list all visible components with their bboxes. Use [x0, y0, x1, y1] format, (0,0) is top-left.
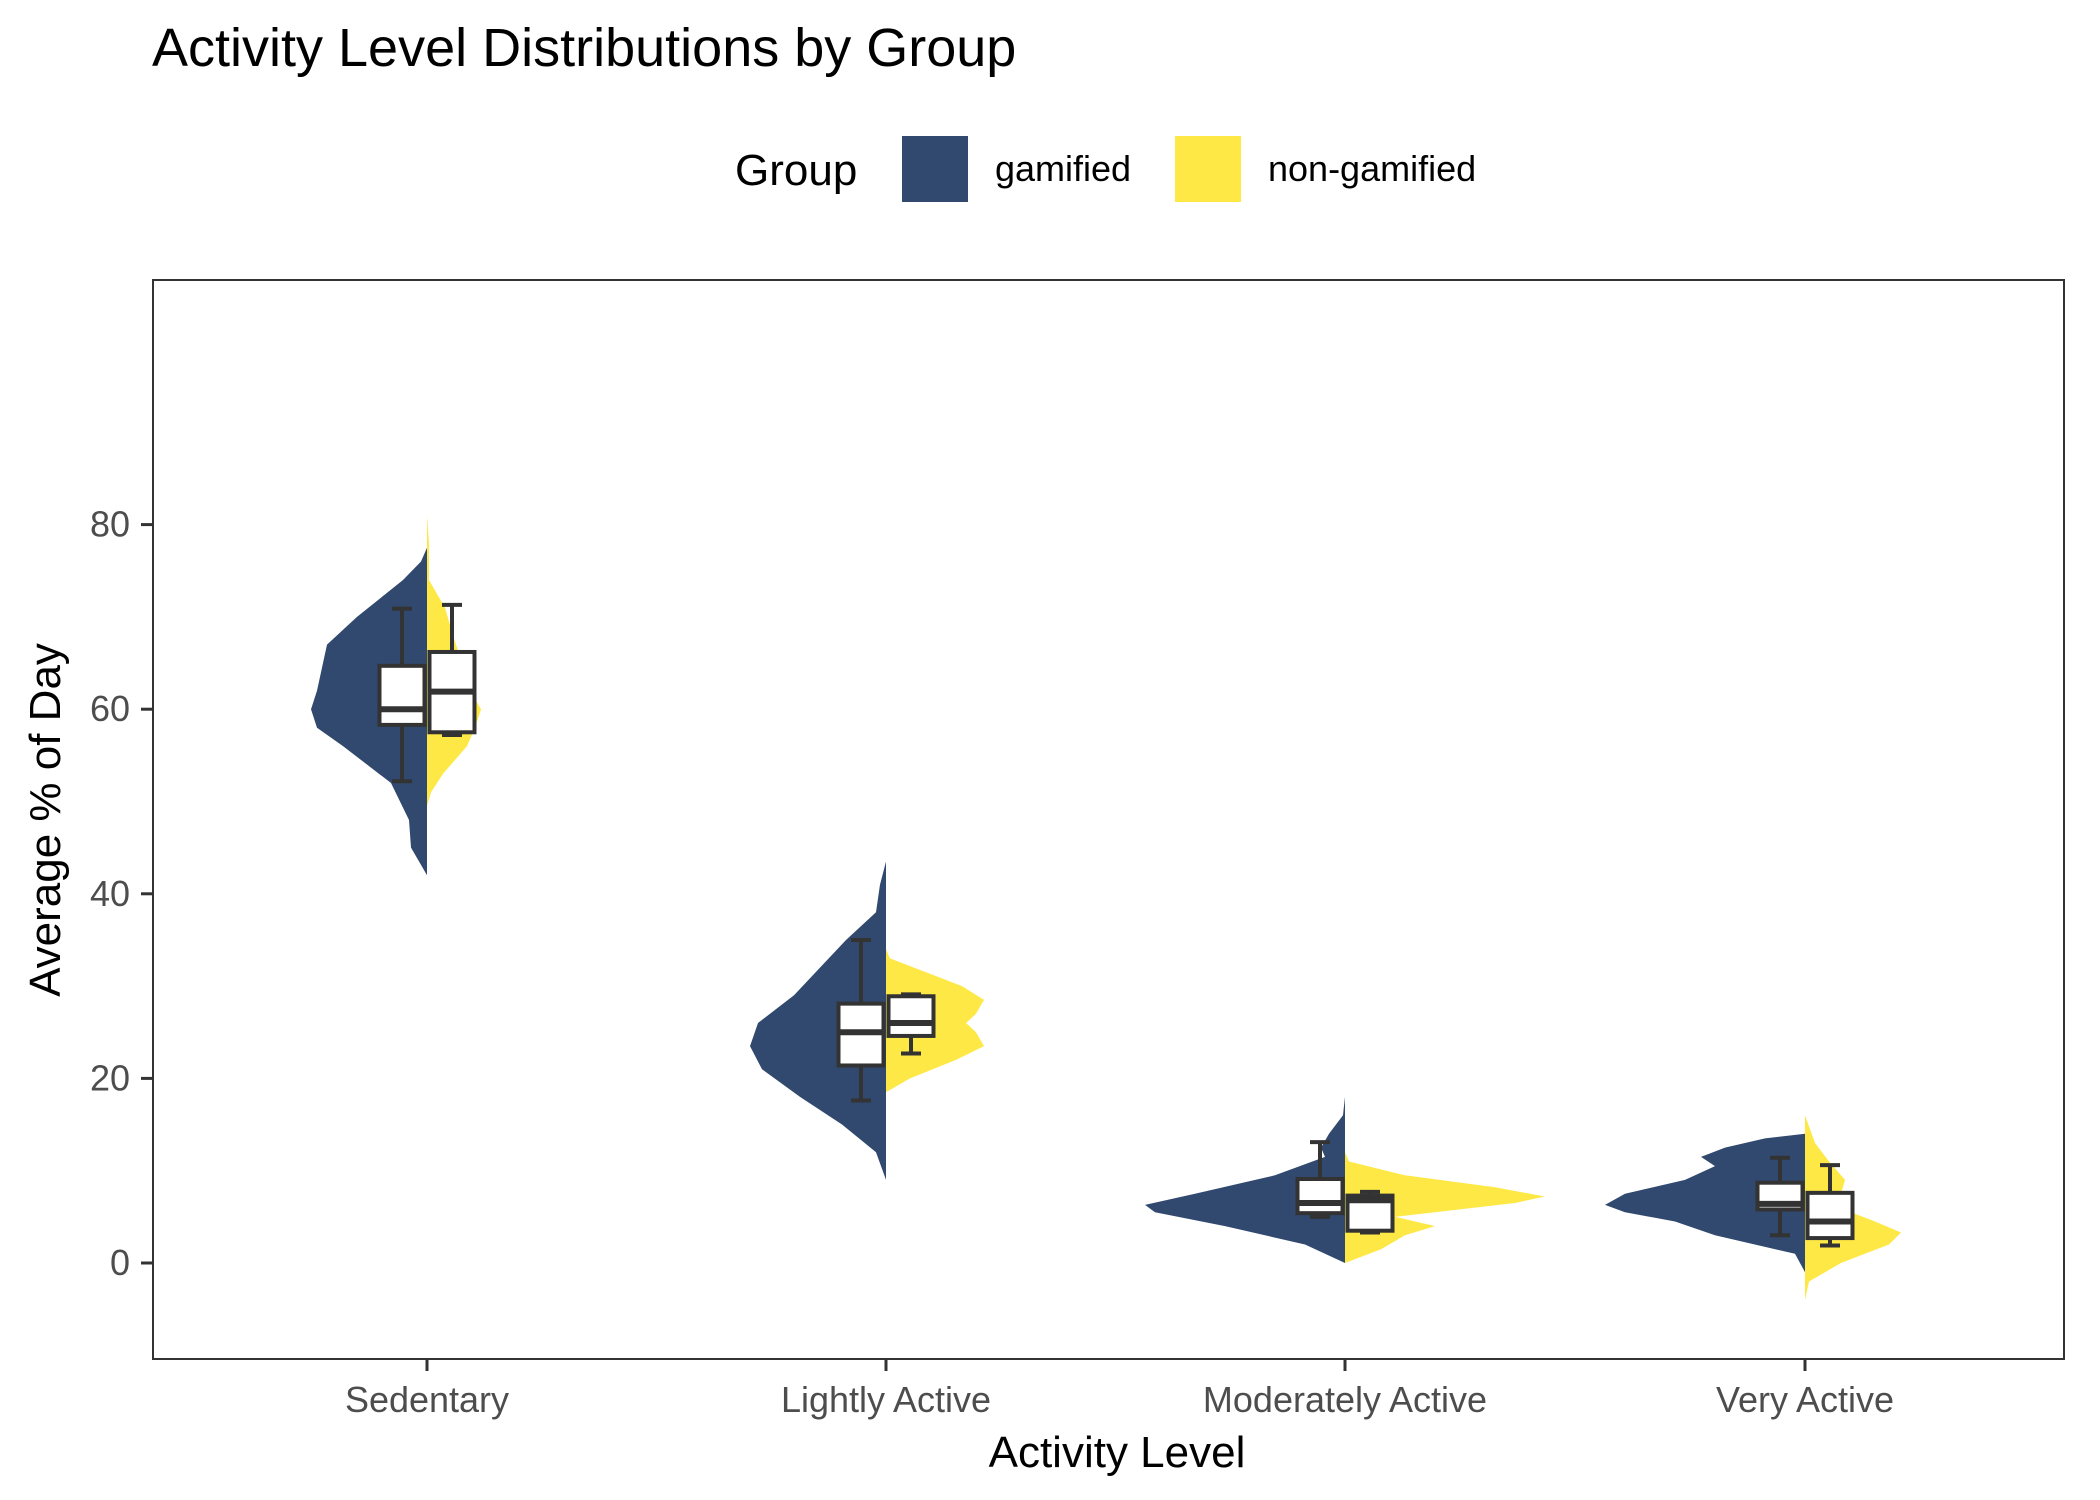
boxplot-gamified-moderately-active: [1295, 1140, 1345, 1219]
y-tick-label-20: 20: [90, 1057, 130, 1098]
violin-non-gamified-very-active: [1805, 1115, 1901, 1300]
legend-title: Group: [735, 146, 857, 195]
legend-key-gamified: [902, 136, 968, 202]
legend-items: gamified non-gamified: [902, 136, 1476, 202]
boxplot-gamified-very-active: [1755, 1155, 1805, 1238]
legend-item-gamified: gamified: [902, 136, 1131, 202]
x-tick-label-moderately-active: Moderately Active: [1203, 1379, 1487, 1420]
chart-title: Activity Level Distributions by Group: [152, 18, 1016, 78]
legend-label-non-gamified: non-gamified: [1268, 148, 1476, 189]
box-iqr: [377, 663, 427, 727]
x-tick-label-sedentary: Sedentary: [345, 1379, 509, 1420]
x-axis: Sedentary Lightly Active Moderately Active…: [345, 1359, 1894, 1420]
x-tick-label-very-active: Very Active: [1716, 1379, 1894, 1420]
legend-item-non-gamified: non-gamified: [1175, 136, 1476, 202]
box-iqr: [1295, 1177, 1345, 1216]
legend-label-gamified: gamified: [995, 148, 1131, 189]
violin-gamified-moderately-active: [1145, 1096, 1345, 1263]
y-tick-label-40: 40: [90, 873, 130, 914]
boxplot-gamified-sedentary: [377, 606, 427, 784]
violin-non-gamified-moderately-active: [1345, 1152, 1545, 1263]
violin-gamified-very-active: [1605, 1133, 1805, 1273]
boxplot-non-gamified-moderately-active: [1345, 1189, 1395, 1235]
y-tick-label-0: 0: [110, 1242, 130, 1283]
boxplot-non-gamified-sedentary: [427, 602, 477, 738]
x-tick-label-lightly-active: Lightly Active: [781, 1379, 991, 1420]
boxplots: [377, 602, 1855, 1248]
y-axis: 0 20 40 60 80: [90, 504, 153, 1283]
boxplot-non-gamified-very-active: [1805, 1163, 1855, 1248]
boxplot-non-gamified-lightly-active: [886, 992, 936, 1056]
panel-border: [152, 279, 2065, 1360]
box-iqr: [886, 994, 936, 1038]
violin-gamified-sedentary: [311, 547, 427, 917]
box-iqr: [1805, 1190, 1855, 1241]
x-axis-title: Activity Level: [989, 1428, 1246, 1477]
y-axis-title: Average % of Day: [21, 643, 70, 997]
legend: Group gamified non-gamified: [735, 136, 1476, 202]
y-tick-label-80: 80: [90, 504, 130, 545]
legend-key-non-gamified: [1175, 136, 1241, 202]
boxplot-gamified-lightly-active: [836, 937, 886, 1103]
y-tick-label-60: 60: [90, 688, 130, 729]
